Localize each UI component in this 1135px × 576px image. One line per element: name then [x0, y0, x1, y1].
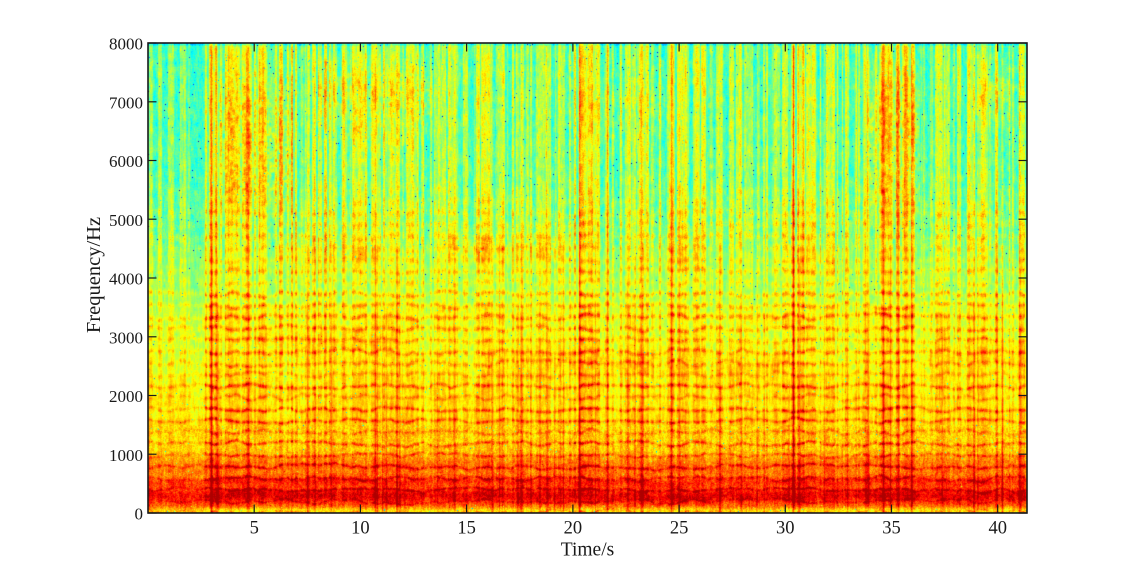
svg-text:20: 20	[564, 519, 583, 539]
svg-text:35: 35	[882, 519, 901, 539]
svg-text:30: 30	[776, 519, 795, 539]
svg-text:1000: 1000	[109, 446, 143, 465]
svg-text:Frequency/Hz: Frequency/Hz	[83, 217, 105, 333]
svg-text:10: 10	[351, 519, 370, 539]
svg-text:7000: 7000	[109, 93, 143, 112]
svg-text:0: 0	[135, 505, 144, 524]
svg-text:15: 15	[457, 519, 476, 539]
svg-text:25: 25	[670, 519, 689, 539]
svg-text:5000: 5000	[109, 211, 143, 230]
svg-text:3000: 3000	[109, 328, 143, 347]
svg-text:2000: 2000	[109, 387, 143, 406]
svg-text:40: 40	[988, 519, 1007, 539]
svg-text:6000: 6000	[109, 152, 143, 171]
svg-text:8000: 8000	[109, 35, 143, 54]
svg-text:4000: 4000	[109, 270, 143, 289]
svg-text:5: 5	[250, 519, 259, 539]
svg-text:Time/s: Time/s	[561, 540, 614, 561]
